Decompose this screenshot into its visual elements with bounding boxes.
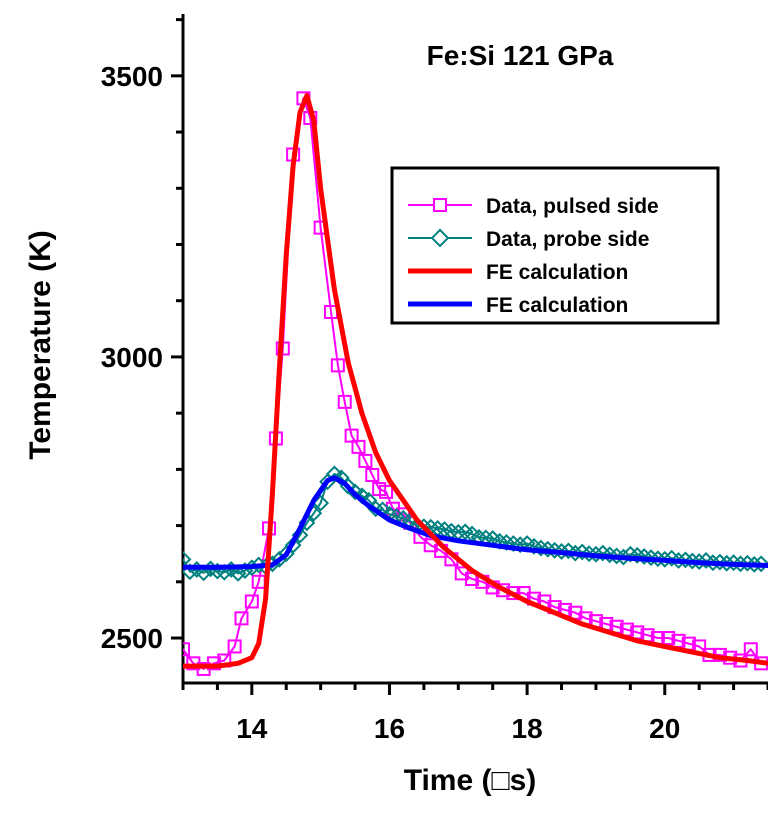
data-point-pulsed	[244, 594, 259, 609]
legend-box	[390, 166, 720, 325]
data-point-probe	[580, 545, 598, 563]
data-point-pulsed	[351, 439, 366, 454]
data-point-probe	[587, 545, 605, 563]
data-point-probe	[683, 552, 701, 570]
plot-series	[183, 91, 768, 676]
data-point-probe	[195, 564, 213, 582]
legend-label-3: FE calculation	[486, 261, 628, 284]
data-point-probe	[718, 554, 736, 572]
y-tick-label: 3000	[101, 342, 163, 373]
data-point-probe	[656, 550, 674, 568]
data-point-probe	[325, 465, 343, 483]
y-ticks: 2500 3000 3500	[101, 18, 183, 654]
series-line-3	[183, 93, 768, 669]
data-point-probe	[752, 555, 768, 573]
x-tick-label: 14	[236, 713, 268, 744]
data-point-pulsed	[330, 358, 345, 373]
data-point-probe	[690, 553, 708, 570]
legend-marker-diamond	[430, 228, 450, 248]
data-point-pulsed	[234, 611, 249, 626]
data-point-pulsed	[227, 639, 242, 654]
data-point-probe	[745, 555, 763, 573]
legend-label-4: FE calculation	[486, 294, 628, 317]
y-axis-title: Temperature (K)	[24, 230, 57, 459]
data-point-probe	[284, 536, 302, 554]
data-point-probe	[615, 548, 632, 566]
data-point-probe	[511, 536, 529, 554]
data-point-pulsed	[661, 631, 676, 646]
y-tick-label: 2500	[101, 623, 163, 654]
x-axis-title: Time (□s)	[404, 764, 537, 797]
data-point-probe	[704, 554, 722, 572]
data-point-pulsed	[743, 642, 758, 657]
x-ticks: 14 16 18 20	[181, 683, 768, 744]
data-point-pulsed	[379, 484, 394, 499]
x-tick-label: 16	[374, 713, 405, 744]
data-point-probe	[670, 552, 687, 569]
data-point-pulsed	[358, 453, 373, 468]
data-point-pulsed	[337, 394, 352, 409]
data-point-probe	[553, 543, 570, 560]
series-line-4	[183, 475, 768, 570]
data-point-probe	[732, 555, 749, 573]
data-point-probe	[649, 550, 667, 568]
x-tick-label: 20	[649, 713, 680, 744]
data-point-probe	[183, 550, 192, 568]
legend-marker-square	[433, 198, 447, 212]
legend: Data, pulsed side Data, probe side FE calc…	[390, 166, 720, 325]
data-point-pulsed	[365, 467, 380, 482]
y-tick-label: 3500	[101, 61, 163, 92]
data-point-probe	[229, 564, 247, 582]
data-point-probe	[566, 544, 584, 562]
legend-label-1: Data, pulsed side	[486, 195, 659, 218]
legend-label-2: Data, probe side	[486, 228, 649, 251]
data-point-probe	[215, 563, 233, 581]
x-tick-label: 18	[512, 713, 543, 744]
chart-title: Fe:Si 121 GPa	[427, 40, 614, 71]
data-point-pulsed	[183, 642, 190, 657]
